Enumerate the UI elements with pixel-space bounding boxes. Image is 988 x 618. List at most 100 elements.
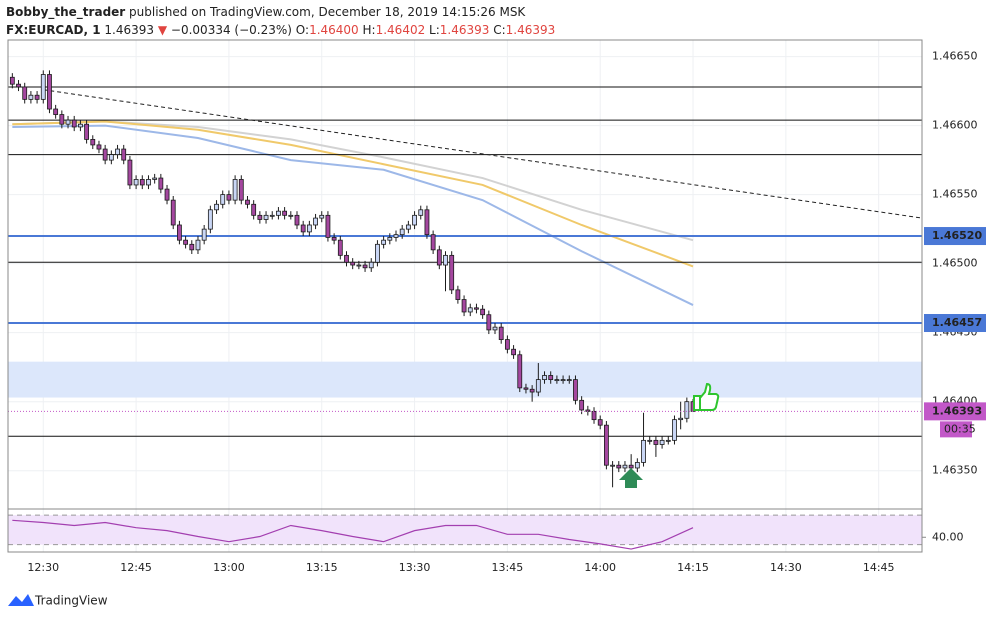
- rsi-tick-label: 40.00: [932, 530, 964, 543]
- candle-body: [356, 264, 362, 267]
- candle-body: [59, 114, 65, 125]
- candle-body: [22, 86, 28, 100]
- candle-body: [121, 148, 127, 161]
- candle-body: [678, 417, 684, 421]
- candle-body: [350, 261, 356, 266]
- candle-body: [127, 159, 133, 186]
- x-tick-label: 13:30: [399, 561, 431, 574]
- candle-body: [616, 464, 622, 469]
- candle-body: [276, 210, 281, 216]
- candle-body: [220, 194, 226, 205]
- countdown: 00:35: [944, 422, 976, 435]
- countdown-tag: [940, 421, 972, 438]
- candle-body: [486, 314, 492, 331]
- y-tick-label: 1.46600: [932, 119, 978, 132]
- candle-body: [474, 307, 479, 310]
- candle-body: [53, 108, 59, 115]
- candle-body: [71, 119, 77, 128]
- h: 1.46402: [376, 23, 426, 37]
- candle-body: [158, 177, 164, 190]
- candle-body: [362, 264, 368, 269]
- candle-body: [430, 234, 436, 251]
- candle-body: [480, 308, 486, 316]
- candle-body: [102, 148, 108, 161]
- candle-body: [207, 209, 213, 230]
- candle-body: [139, 179, 145, 186]
- candle-body: [313, 217, 318, 226]
- candle-body: [96, 144, 102, 150]
- c-label: C:: [493, 23, 505, 37]
- candle-body: [115, 148, 120, 155]
- candle-body: [579, 399, 585, 411]
- candle-body: [232, 179, 238, 201]
- candle-body: [511, 348, 516, 356]
- candle-body: [597, 419, 603, 426]
- candle-body: [245, 199, 250, 205]
- x-tick-label: 13:00: [213, 561, 245, 574]
- candle-body: [214, 203, 219, 211]
- candle-body: [684, 401, 690, 419]
- candle-body: [47, 74, 52, 110]
- candle-body: [610, 464, 615, 467]
- candle-body: [177, 224, 182, 241]
- candle-body: [412, 214, 417, 226]
- candle-body: [263, 214, 269, 220]
- header-line: Bobby_the_trader published on TradingVie…: [6, 5, 526, 20]
- candle-body: [251, 203, 257, 216]
- candle-body: [257, 214, 263, 220]
- candle-body: [195, 239, 201, 251]
- y-tick-label: 1.46500: [932, 257, 978, 270]
- candle-body: [548, 375, 554, 381]
- candle-body: [164, 188, 170, 201]
- candle-body: [381, 239, 387, 245]
- candle-body: [294, 214, 300, 226]
- candle-body: [34, 94, 40, 100]
- x-tick-label: 13:15: [306, 561, 338, 574]
- candle-body: [108, 154, 114, 161]
- rsi-line: [12, 519, 694, 550]
- candle-body: [634, 462, 640, 469]
- candle-body: [65, 119, 71, 125]
- candle-body: [405, 224, 411, 230]
- candle-body: [84, 123, 89, 140]
- price-tag-label: 1.46457: [932, 316, 982, 329]
- candle-body: [344, 254, 349, 263]
- thumb-icon: [693, 382, 720, 411]
- candle-body: [554, 379, 560, 382]
- symbol: FX:EURCAD, 1: [6, 23, 101, 37]
- candle-body: [368, 261, 374, 269]
- candle-body: [300, 224, 306, 233]
- candle-body: [641, 439, 646, 463]
- symbol-line: FX:EURCAD, 1 1.46393 ▼ −0.00334 (−0.23%)…: [6, 23, 555, 37]
- candle-body: [622, 464, 628, 469]
- candle-body: [16, 83, 21, 88]
- candle-body: [653, 439, 659, 445]
- candle-body: [628, 464, 634, 469]
- candle-body: [455, 289, 461, 300]
- y-tick-label: 1.46650: [932, 50, 978, 63]
- candle-body: [523, 387, 529, 390]
- candle-body: [517, 354, 523, 389]
- x-tick-label: 14:00: [584, 561, 616, 574]
- candle-body: [443, 254, 448, 266]
- moving-average: [12, 120, 694, 268]
- up-arrow-icon: [619, 468, 643, 488]
- candle-body: [542, 375, 547, 381]
- published: published on TradingView.com, December 1…: [129, 5, 526, 19]
- candle-body: [337, 239, 343, 256]
- x-tick-label: 14:45: [863, 561, 895, 574]
- candle-body: [449, 254, 455, 291]
- candle-body: [189, 243, 195, 251]
- candle-body: [573, 379, 578, 401]
- candle-body: [560, 379, 566, 382]
- candle-body: [424, 209, 430, 236]
- o-label: O:: [296, 23, 309, 37]
- candle-body: [288, 214, 294, 217]
- frame: [7, 39, 923, 553]
- brand: TradingView: [34, 594, 108, 608]
- candle-body: [436, 249, 442, 266]
- author: Bobby_the_trader: [6, 5, 125, 20]
- candle-body: [238, 179, 244, 201]
- candle-body: [133, 179, 139, 186]
